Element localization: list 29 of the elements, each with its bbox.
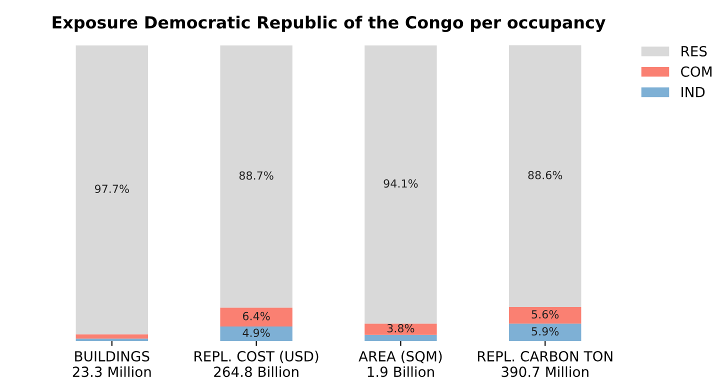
data-label: 88.7% xyxy=(239,171,274,180)
bar xyxy=(364,334,437,342)
data-label: 94.1% xyxy=(384,179,418,188)
bar xyxy=(509,324,582,342)
bar xyxy=(509,45,582,308)
data-label: 6.4% xyxy=(242,312,270,320)
legend-label: RES xyxy=(682,46,707,56)
bar xyxy=(76,45,148,334)
data-label: 97.7% xyxy=(94,184,129,194)
data-label: 3.8% xyxy=(387,324,414,332)
bar xyxy=(76,338,148,342)
x-tick-label: AREA (SQM) 1.9 Billion xyxy=(358,350,442,378)
data-label: 5.6% xyxy=(532,310,559,319)
bar xyxy=(220,326,292,342)
x-tick-label: BUILDINGS 23.3 Million xyxy=(72,351,151,378)
x-tick-label: REPL. CARBON TON 390.7 Million xyxy=(478,351,612,378)
bar xyxy=(76,334,148,339)
bar xyxy=(364,324,437,335)
legend-label: COM xyxy=(681,66,712,77)
chart-title: Exposure Democratic Republic of the Congo per occupancy xyxy=(52,16,606,32)
bar xyxy=(364,45,437,324)
bar xyxy=(509,307,582,324)
data-label: 5.9% xyxy=(532,327,559,336)
data-label: 4.9% xyxy=(242,328,270,338)
x-tick-label: REPL. COST (USD) 264.8 Billion xyxy=(194,350,318,378)
bar xyxy=(220,308,292,327)
bar xyxy=(220,45,292,308)
data-label: 88.6% xyxy=(528,170,562,180)
legend-label: IND xyxy=(682,86,705,98)
